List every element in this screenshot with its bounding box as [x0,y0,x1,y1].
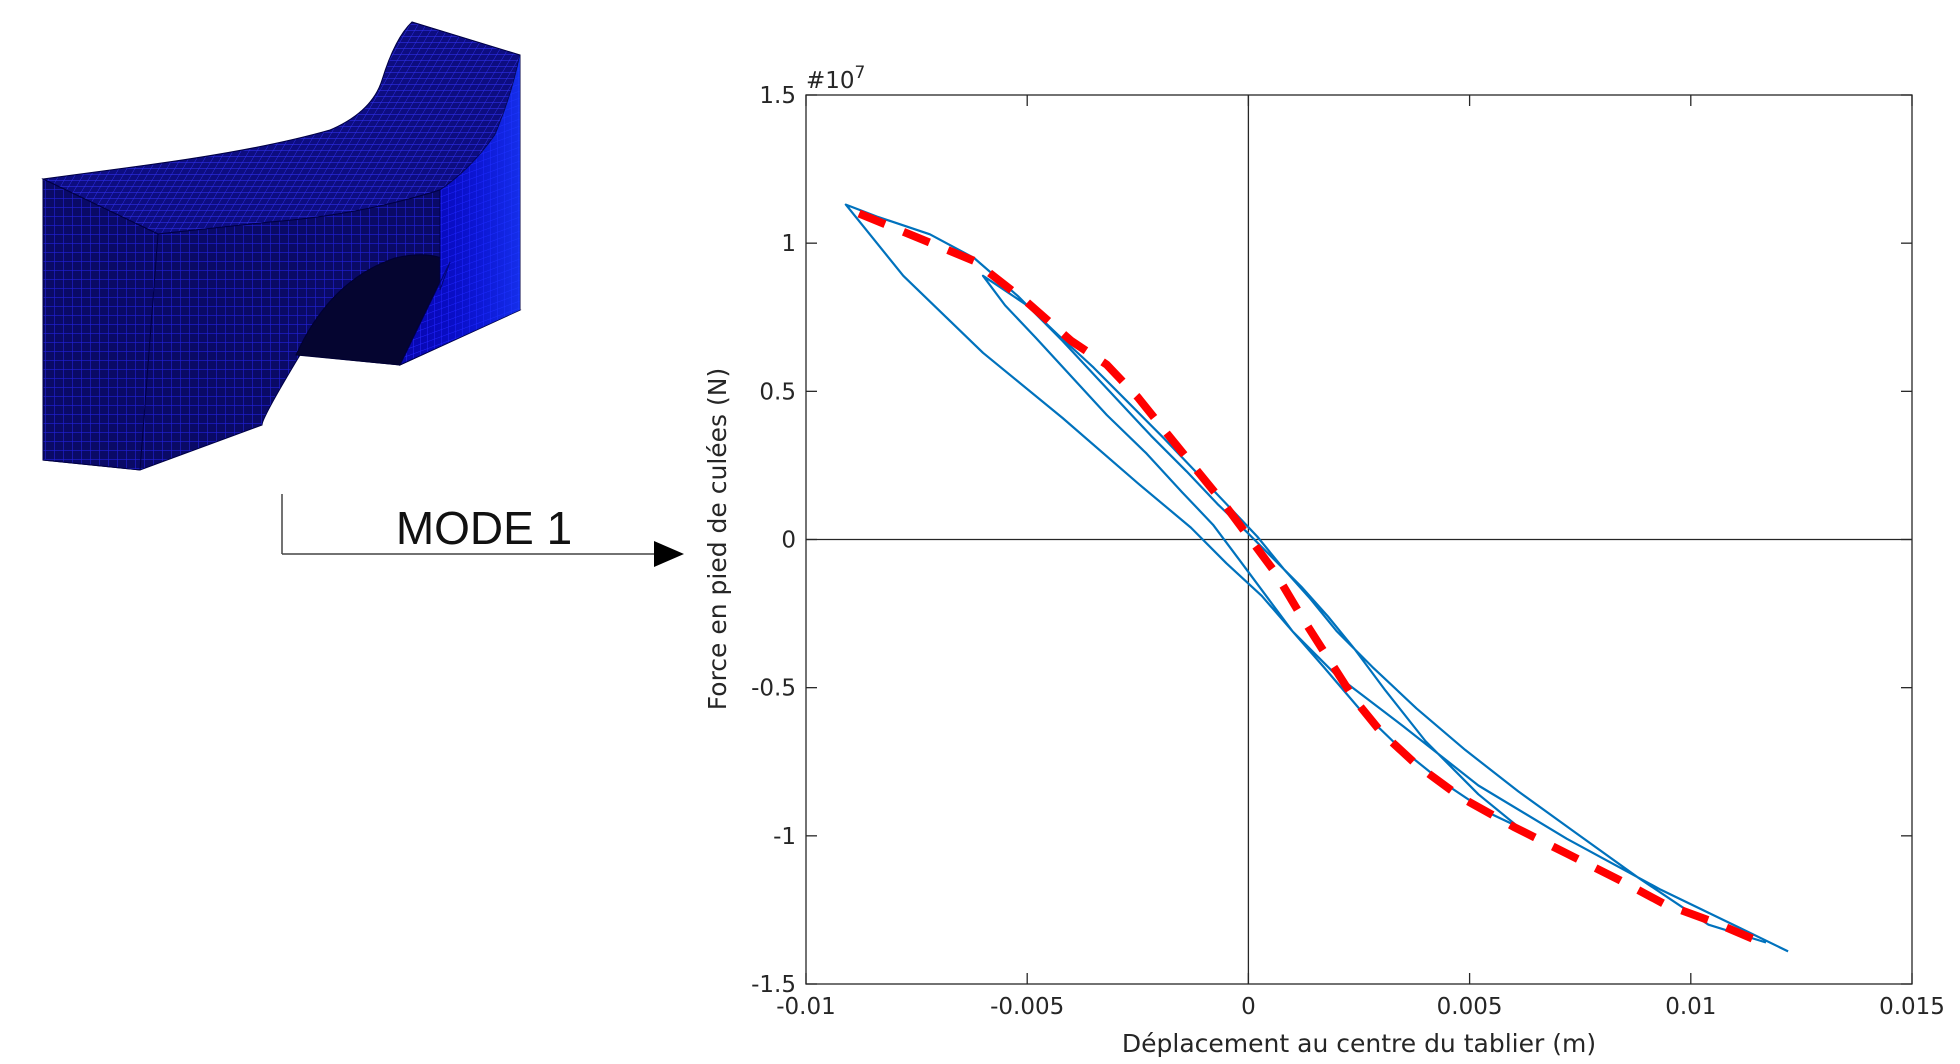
y-tick-label: 1.5 [759,83,796,109]
x-tick-label: 0 [1241,994,1256,1020]
series-layer [844,203,1789,953]
x-tick-label: 0.015 [1879,994,1945,1020]
y-tick-label: 0 [781,528,796,554]
y-tick-label: 1 [781,231,796,257]
x-axis-title: Déplacement au centre du tablier (m) [1122,1029,1596,1058]
x-tick-label: -0.01 [776,994,836,1020]
x-tick-label: 0.01 [1665,994,1716,1020]
y-tick-label: -1.5 [751,972,796,998]
y-tick-label: -1 [773,824,796,850]
y-tick-label: -0.5 [751,676,796,702]
y-axis-title: Force en pied de culées (N) [703,368,732,710]
y-tick-label: 0.5 [759,379,796,405]
bridge-mesh-icon [41,21,522,471]
y-axis-ticks: -1.5 -1 -0.5 0 0.5 1 1.5 [751,83,1912,998]
x-tick-label: 0.005 [1437,994,1503,1020]
hysteresis-chart: -0.01 -0.005 0 0.005 0.01 0.015 -1.5 -1 -0.5 0 0.… [703,63,1945,1058]
x-tick-label: -0.005 [990,994,1064,1020]
x-axis-ticks: -0.01 -0.005 0 0.005 0.01 0.015 [776,95,1945,1020]
envelope-dashed-line [857,209,1764,947]
mode-label: MODE 1 [396,502,572,554]
hysteresis-line [844,203,1789,953]
mode-arrow [281,494,684,567]
y-exponent-label: #107 [806,63,865,94]
